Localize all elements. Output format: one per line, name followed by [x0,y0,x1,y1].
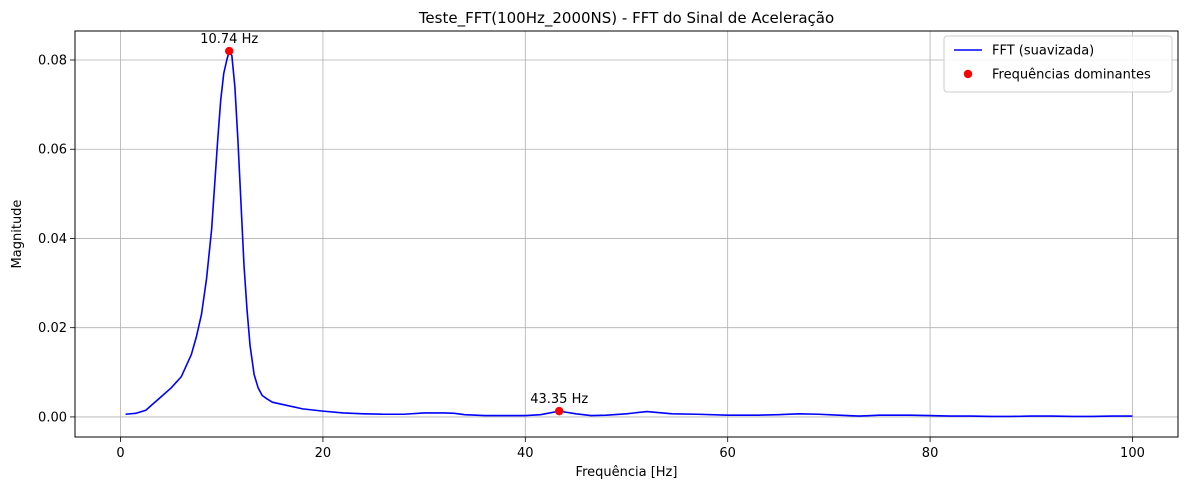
chart-title: Teste_FFT(100Hz_2000NS) - FFT do Sinal d… [418,9,834,28]
peak-annotation: 10.74 Hz [200,32,258,47]
y-tick-label: 0.02 [38,321,67,336]
y-tick-label: 0.04 [38,232,67,247]
legend-label: Frequências dominantes [992,68,1151,83]
legend-label: FFT (suavizada) [992,44,1094,59]
ticks: 0 20 40 60 80 100 0.00 0.02 0.04 0.06 0.08 [38,54,1145,462]
y-tick-label: 0.08 [38,54,67,69]
y-tick-label: 0.06 [38,143,67,158]
dominant-frequency-marker [555,406,564,416]
legend-marker-swatch [963,69,973,79]
x-tick-label: 40 [517,446,534,461]
x-tick-label: 100 [1120,446,1145,461]
dominant-frequency-marker [225,46,234,56]
fft-series-line [125,50,1133,418]
x-tick-label: 60 [719,446,736,461]
plot-frame [74,30,1179,438]
legend: FFT (suavizada) Frequências dominantes [943,35,1173,93]
peak-annotation: 43.35 Hz [530,392,588,407]
x-axis-label: Frequência [Hz] [576,465,678,480]
legend-box [943,35,1173,93]
x-tick-label: 0 [116,446,124,461]
x-tick-label: 80 [922,446,939,461]
x-tick-label: 20 [315,446,332,461]
series-layer: 10.74 Hz 43.35 Hz [125,32,1133,418]
y-axis-label: Magnitude [10,200,25,269]
y-tick-label: 0.00 [38,410,67,425]
